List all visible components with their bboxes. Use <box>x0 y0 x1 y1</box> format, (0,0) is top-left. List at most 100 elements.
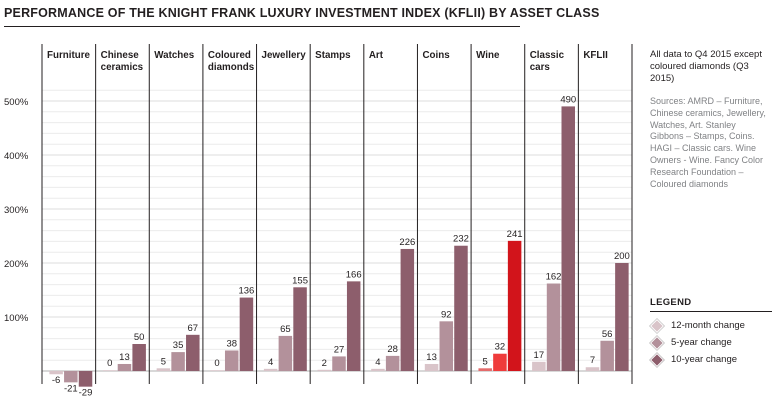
legend-label-10-year: 10-year change <box>671 354 738 365</box>
bar <box>600 340 614 371</box>
legend-label-12-month: 12-month change <box>671 320 745 331</box>
y-tick-label: 100% <box>4 313 29 324</box>
category-header: Chinese ceramics <box>101 50 144 73</box>
bar <box>263 368 278 371</box>
data-label: 13 <box>119 352 130 363</box>
category-header-line: diamonds <box>208 62 255 73</box>
data-label: 490 <box>560 94 576 105</box>
data-label: 92 <box>441 309 452 320</box>
bar <box>132 344 146 371</box>
category-header: Furniture <box>47 50 91 61</box>
category-header: Watches <box>154 50 194 61</box>
bar <box>371 368 385 371</box>
legend: LEGEND 12-month change 5-year change 10-… <box>649 297 772 368</box>
data-label: 4 <box>268 357 273 368</box>
data-label: 17 <box>534 350 545 361</box>
data-label: 7 <box>590 355 595 366</box>
data-label: 0 <box>107 358 112 369</box>
bar <box>64 371 78 383</box>
data-label: 166 <box>346 269 362 280</box>
category-header: Coloured diamonds <box>208 50 255 73</box>
category-header-line: KFLII <box>583 50 608 61</box>
legend-item-10-year: 10-year change <box>649 351 772 368</box>
bar <box>346 281 361 371</box>
data-label: 50 <box>134 332 145 343</box>
data-label: -6 <box>52 375 60 386</box>
data-note: All data to Q4 2015 except coloured diam… <box>650 49 762 84</box>
bar <box>171 352 185 371</box>
bar <box>400 248 415 371</box>
category-header: Stamps <box>315 50 351 61</box>
bar <box>186 334 200 371</box>
bar <box>493 353 507 371</box>
data-label: -21 <box>64 383 78 394</box>
bar <box>532 361 546 371</box>
legend-label-5-year: 5-year change <box>671 337 732 348</box>
bar <box>561 106 575 372</box>
category-header: Art <box>369 50 384 61</box>
category-headers: Furniture Chinese ceramics Watches Coloured d… <box>47 50 608 73</box>
data-label: 32 <box>495 342 506 353</box>
y-tick-label: 500% <box>4 97 29 108</box>
category-header-line: Wine <box>476 50 500 61</box>
category-header-line: Jewellery <box>262 50 307 61</box>
bar <box>454 245 468 371</box>
bar <box>278 335 293 371</box>
bar <box>293 287 307 371</box>
data-label: 13 <box>426 352 437 363</box>
y-tick-label: 400% <box>4 151 29 162</box>
y-tick-label: 200% <box>4 259 29 270</box>
bar <box>156 368 171 371</box>
bar <box>239 297 254 371</box>
data-label: 232 <box>453 234 469 245</box>
data-label: 241 <box>507 229 523 240</box>
data-label: 5 <box>483 356 488 367</box>
bar <box>210 370 224 371</box>
data-label: 65 <box>280 324 291 335</box>
data-label: 4 <box>375 357 380 368</box>
bar <box>507 240 522 371</box>
category-header: Classic cars <box>530 50 565 73</box>
bar <box>385 355 400 371</box>
data-label: 35 <box>173 340 184 351</box>
bar <box>78 371 93 387</box>
category-header-line: Watches <box>154 50 194 61</box>
category-header-line: cars <box>530 62 551 73</box>
column-dividers <box>41 44 633 384</box>
category-header-line: Furniture <box>47 50 91 61</box>
bar <box>332 356 346 371</box>
category-header-line: ceramics <box>101 62 144 73</box>
data-label: 2 <box>322 358 327 369</box>
bar <box>224 350 239 371</box>
bar <box>424 363 439 371</box>
y-axis-labels: 100% 200% 300% 400% 500% <box>4 97 29 324</box>
category-header-line: Coins <box>422 50 450 61</box>
category-header: Coins <box>422 50 450 61</box>
gridlines <box>42 89 632 372</box>
data-label: 38 <box>226 338 237 349</box>
category-header-line: Classic <box>530 50 565 61</box>
bar <box>478 368 492 371</box>
data-label: 162 <box>546 272 562 283</box>
category-header-line: Coloured <box>208 50 251 61</box>
bar <box>117 363 132 371</box>
data-label: 5 <box>161 356 166 367</box>
category-header: Jewellery <box>262 50 307 61</box>
legend-swatch-10-year <box>649 352 665 367</box>
title-rule <box>4 26 520 27</box>
data-label: 136 <box>238 286 254 297</box>
legend-title: LEGEND <box>650 297 772 312</box>
bar <box>585 367 600 371</box>
category-header: Wine <box>476 50 500 61</box>
data-label: 0 <box>214 358 219 369</box>
category-header-line: Chinese <box>101 50 140 61</box>
chart-title: PERFORMANCE OF THE KNIGHT FRANK LUXURY I… <box>4 6 600 20</box>
bar <box>615 263 629 371</box>
legend-item-12-month: 12-month change <box>649 317 772 334</box>
bars <box>49 106 629 387</box>
bar-chart: 100% 200% 300% 400% 500% Furniture Chinese cer… <box>4 44 633 399</box>
legend-item-5-year: 5-year change <box>649 334 772 351</box>
data-label: 56 <box>602 329 613 340</box>
category-header-line: Stamps <box>315 50 351 61</box>
data-label: 200 <box>614 251 630 262</box>
